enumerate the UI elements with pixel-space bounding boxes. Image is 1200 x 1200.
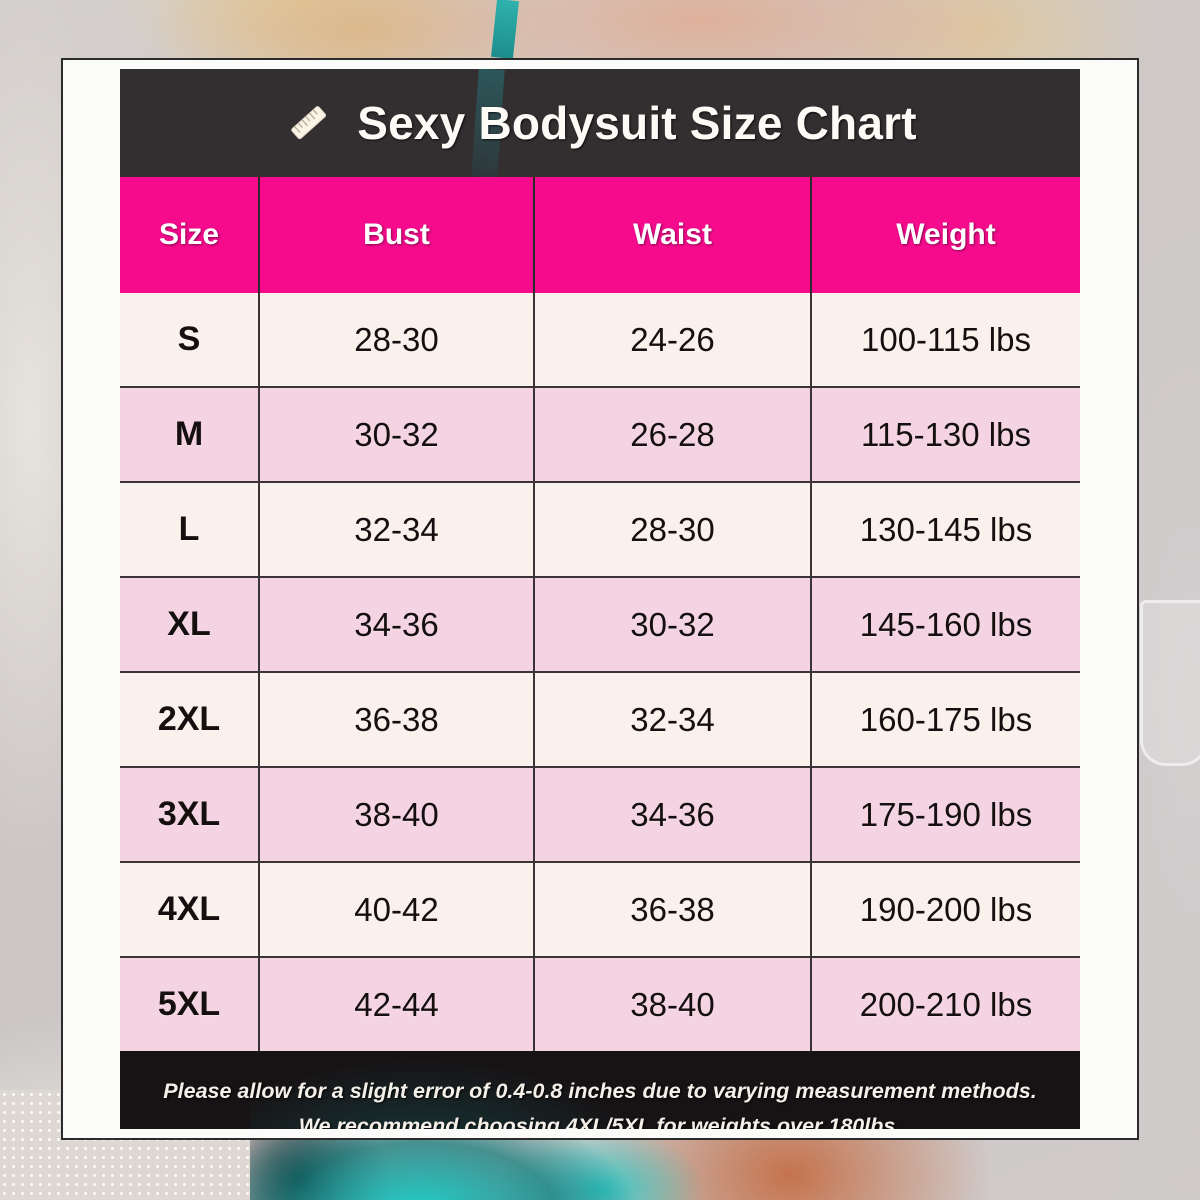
- table-row: 5XL 42-44 38-40 200-210 lbs: [120, 957, 1080, 1051]
- cell-bust: 36-38: [259, 672, 535, 768]
- cell-size: S: [120, 293, 260, 388]
- cell-weight: 115-130 lbs: [811, 387, 1080, 483]
- table-row: M 30-32 26-28 115-130 lbs: [120, 387, 1080, 483]
- column-header-weight: Weight: [811, 177, 1080, 293]
- cell-bust: 38-40: [259, 767, 535, 863]
- cell-waist: 34-36: [534, 767, 812, 863]
- cell-size: 5XL: [120, 957, 260, 1051]
- table-row: 3XL 38-40 34-36 175-190 lbs: [120, 767, 1080, 863]
- cell-weight: 175-190 lbs: [811, 767, 1080, 863]
- cell-weight: 160-175 lbs: [811, 672, 1080, 768]
- ruler-icon: [283, 97, 335, 149]
- cell-waist: 28-30: [534, 482, 812, 578]
- cell-size: L: [120, 482, 260, 578]
- cell-bust: 30-32: [259, 387, 535, 483]
- cell-size: 4XL: [120, 862, 260, 958]
- column-header-waist: Waist: [534, 177, 812, 293]
- cell-weight: 100-115 lbs: [811, 293, 1080, 388]
- glass-decoration: [1140, 600, 1200, 766]
- chart-header-band: Sexy Bodysuit Size Chart: [120, 69, 1080, 177]
- cell-size: M: [120, 387, 260, 483]
- cell-size: XL: [120, 577, 260, 673]
- table-row: XL 34-36 30-32 145-160 lbs: [120, 577, 1080, 673]
- footer-line-1: Please allow for a slight error of 0.4-0…: [163, 1079, 1037, 1104]
- cell-waist: 26-28: [534, 387, 812, 483]
- cell-weight: 200-210 lbs: [811, 957, 1080, 1051]
- table-row: 2XL 36-38 32-34 160-175 lbs: [120, 672, 1080, 768]
- cell-size: 2XL: [120, 672, 260, 768]
- cell-bust: 28-30: [259, 293, 535, 388]
- cell-weight: 145-160 lbs: [811, 577, 1080, 673]
- cell-bust: 42-44: [259, 957, 535, 1051]
- table-row: L 32-34 28-30 130-145 lbs: [120, 482, 1080, 578]
- column-header-bust: Bust: [259, 177, 535, 293]
- size-chart-card: Sexy Bodysuit Size Chart Size Bust Waist…: [120, 69, 1080, 1129]
- footer-line-2: We recommend choosing 4XL/5XL for weight…: [298, 1114, 902, 1129]
- cell-waist: 38-40: [534, 957, 812, 1051]
- cell-bust: 32-34: [259, 482, 535, 578]
- cell-waist: 24-26: [534, 293, 812, 388]
- table-row: S 28-30 24-26 100-115 lbs: [120, 293, 1080, 388]
- cell-size: 3XL: [120, 767, 260, 863]
- table-header-row: Size Bust Waist Weight: [120, 177, 1080, 293]
- teal-strap-decoration: [491, 0, 519, 59]
- footer-disclaimer: Please allow for a slight error of 0.4-0…: [120, 1051, 1080, 1129]
- cell-waist: 30-32: [534, 577, 812, 673]
- table-row: 4XL 40-42 36-38 190-200 lbs: [120, 862, 1080, 958]
- cell-bust: 40-42: [259, 862, 535, 958]
- cell-bust: 34-36: [259, 577, 535, 673]
- cell-waist: 36-38: [534, 862, 812, 958]
- cell-weight: 190-200 lbs: [811, 862, 1080, 958]
- size-chart-table: Size Bust Waist Weight S 28-30 24-26 100…: [120, 177, 1080, 1051]
- cell-waist: 32-34: [534, 672, 812, 768]
- column-header-size: Size: [120, 177, 260, 293]
- cell-weight: 130-145 lbs: [811, 482, 1080, 578]
- page-title: Sexy Bodysuit Size Chart: [357, 97, 917, 149]
